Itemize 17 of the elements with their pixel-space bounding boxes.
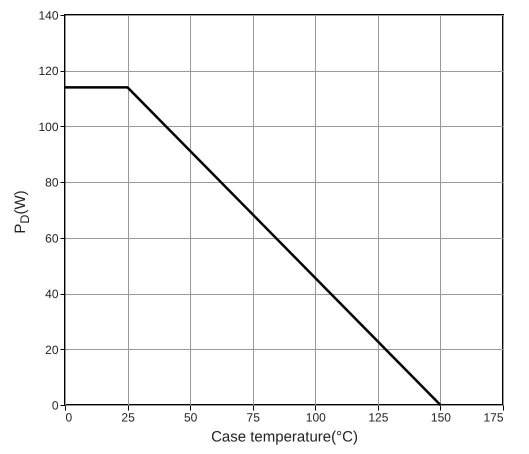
- x-tick-label: 0: [66, 410, 72, 424]
- y-tick-label: 100: [38, 120, 59, 134]
- y-tick-label: 80: [45, 176, 59, 190]
- y-tick-label: 0: [52, 398, 59, 412]
- y-tick-label: 140: [38, 8, 59, 22]
- y-tick-label: 40: [45, 287, 59, 302]
- x-tick-label: 25: [121, 410, 136, 424]
- x-tick-label: 175: [483, 410, 504, 424]
- y-tick-label: 60: [45, 231, 59, 246]
- y-tick-label: 20: [45, 342, 59, 357]
- x-tick-label: 75: [246, 410, 260, 424]
- y-tick-label: 120: [38, 64, 59, 78]
- x-tick-label: 100: [306, 410, 326, 424]
- x-tick-label: 150: [430, 410, 452, 424]
- x-axis-title: Case temperature(°C): [211, 428, 358, 446]
- x-tick-label: 50: [184, 410, 198, 424]
- x-tick-label: 125: [368, 410, 389, 424]
